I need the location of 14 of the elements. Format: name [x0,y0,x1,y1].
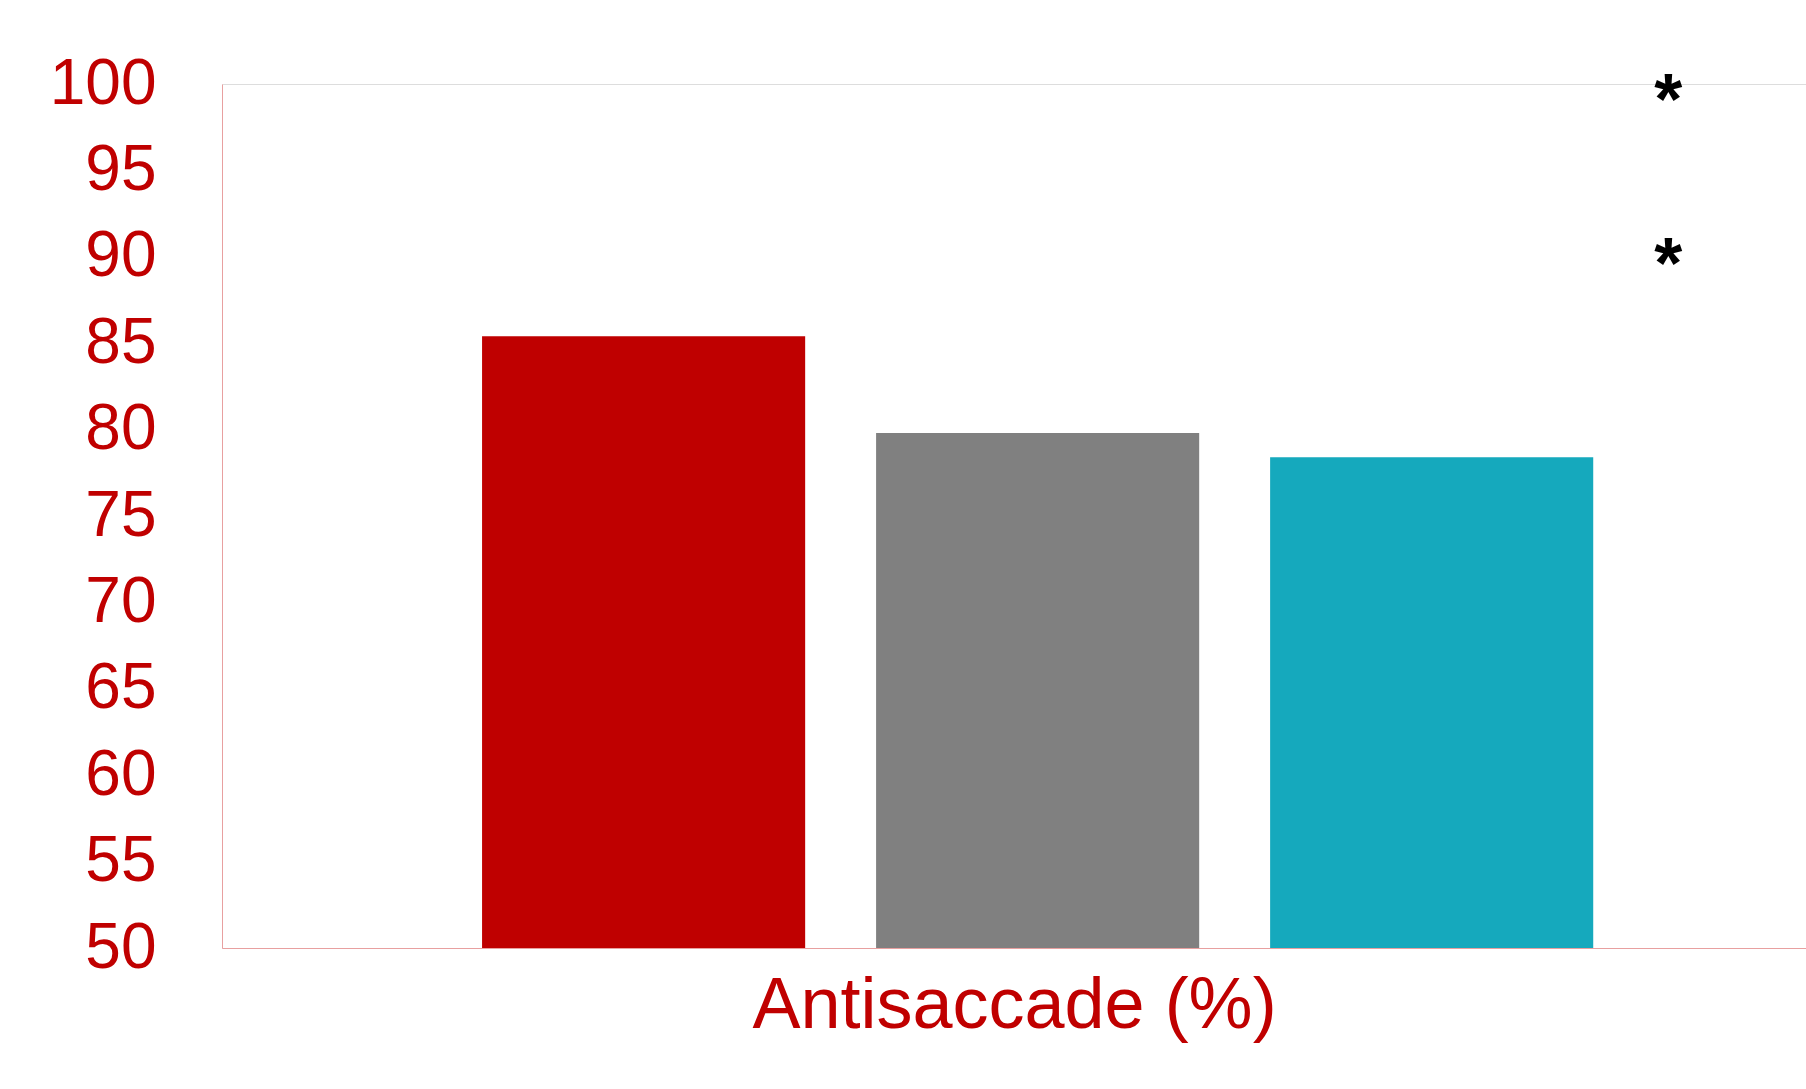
y-tick-label: 70 [85,563,157,636]
y-tick-label: 50 [85,909,157,982]
y-tick-label: 85 [85,304,157,377]
annotation: * [1654,59,1683,139]
y-tick-label: 75 [85,477,157,550]
y-tick-label: 90 [85,218,157,291]
annotation: * [1654,223,1683,303]
y-tick-label: 80 [85,391,157,464]
y-tick-label: 60 [85,736,157,809]
y-tick-label: 65 [85,650,157,723]
y-tick-label: 100 [49,45,157,118]
y-tick-label: 95 [85,131,157,204]
y-tick-label: 55 [85,823,157,896]
x-axis-title: Antisaccade (%) [752,962,1277,1043]
